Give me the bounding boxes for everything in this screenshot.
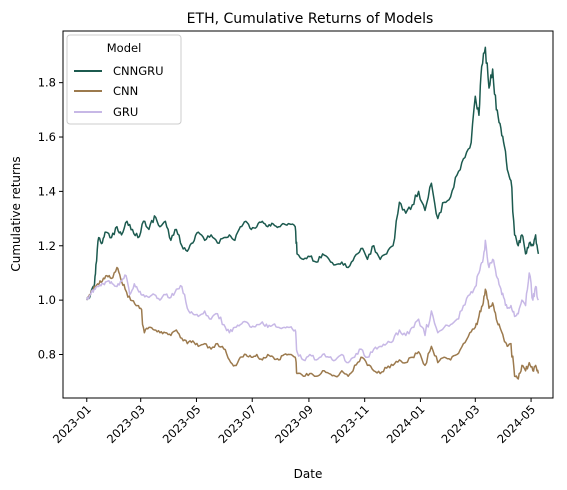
legend-title: Model <box>107 41 142 55</box>
series-layer <box>86 46 540 380</box>
y-tick-label: 1.4 <box>38 184 56 198</box>
series-line-cnngru <box>86 46 540 301</box>
x-axis-label: Date <box>294 467 323 481</box>
legend-label-gru: GRU <box>113 105 138 119</box>
series-line-cnn <box>86 266 540 380</box>
y-tick-label: 0.8 <box>38 348 56 362</box>
y-tick-label: 1.6 <box>38 130 56 144</box>
chart-title: ETH, Cumulative Returns of Models <box>187 11 434 27</box>
y-tick-label: 1.2 <box>38 239 56 253</box>
y-axis-label: Cumulative returns <box>9 156 23 271</box>
y-axis: 0.8 1.0 1.2 1.4 1.6 1.8 <box>38 76 63 362</box>
y-tick-label: 1.8 <box>38 76 56 90</box>
plot-frame <box>62 30 554 399</box>
series-line-gru <box>86 239 540 364</box>
legend-box <box>66 34 182 125</box>
legend: Model CNNGRU CNN GRU <box>66 34 182 125</box>
legend-label-cnn: CNN <box>113 84 138 98</box>
legend-label-cnngru: CNNGRU <box>113 64 164 78</box>
y-tick-label: 1.0 <box>38 293 56 307</box>
